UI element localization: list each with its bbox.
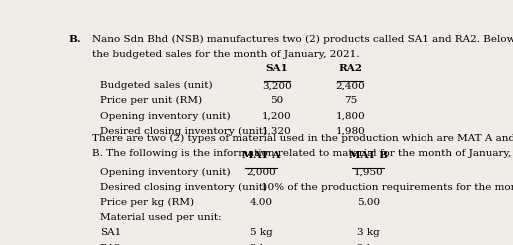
Text: 5.00: 5.00 (357, 198, 380, 207)
Text: MAT B: MAT B (349, 151, 388, 160)
Text: Budgeted sales (unit): Budgeted sales (unit) (100, 81, 212, 90)
Text: the budgeted sales for the month of January, 2021.: the budgeted sales for the month of Janu… (92, 50, 360, 59)
Text: 3,200: 3,200 (262, 81, 292, 90)
Text: Price per kg (RM): Price per kg (RM) (100, 198, 194, 207)
Text: Opening inventory (unit): Opening inventory (unit) (100, 111, 230, 121)
Text: 75: 75 (344, 96, 357, 105)
Text: MAT A: MAT A (242, 151, 280, 160)
Text: 3 kg: 3 kg (249, 244, 272, 245)
Text: Desired closing inventory (unit): Desired closing inventory (unit) (100, 127, 267, 136)
Text: 10% of the production requirements for the month: 10% of the production requirements for t… (261, 183, 513, 192)
Text: Price per unit (RM): Price per unit (RM) (100, 96, 202, 106)
Text: 5 kg: 5 kg (249, 228, 272, 237)
Text: 2,000: 2,000 (246, 168, 276, 177)
Text: B.: B. (68, 35, 81, 44)
Text: 1,200: 1,200 (262, 111, 292, 121)
Text: Material used per unit:: Material used per unit: (100, 213, 222, 222)
Text: 1,950: 1,950 (353, 168, 383, 177)
Text: B. The following is the information related to material for the month of January: B. The following is the information rela… (92, 149, 513, 158)
Text: 2 kg: 2 kg (357, 244, 380, 245)
Text: Desired closing inventory (unit): Desired closing inventory (unit) (100, 183, 267, 192)
Text: There are two (2) types of material used in the production which are MAT A and M: There are two (2) types of material used… (92, 134, 513, 143)
Text: 1,320: 1,320 (262, 127, 292, 135)
Text: SA1: SA1 (100, 228, 121, 237)
Text: 4.00: 4.00 (249, 198, 272, 207)
Text: RA2: RA2 (100, 244, 122, 245)
Text: 1,980: 1,980 (336, 127, 365, 135)
Text: 50: 50 (270, 96, 284, 105)
Text: Opening inventory (unit): Opening inventory (unit) (100, 168, 230, 177)
Text: 1,800: 1,800 (336, 111, 365, 121)
Text: RA2: RA2 (339, 64, 362, 73)
Text: Nano Sdn Bhd (NSB) manufactures two (2) products called SA1 and RA2. Below are: Nano Sdn Bhd (NSB) manufactures two (2) … (92, 35, 513, 44)
Text: SA1: SA1 (265, 64, 288, 73)
Text: 2,400: 2,400 (336, 81, 365, 90)
Text: 3 kg: 3 kg (357, 228, 380, 237)
